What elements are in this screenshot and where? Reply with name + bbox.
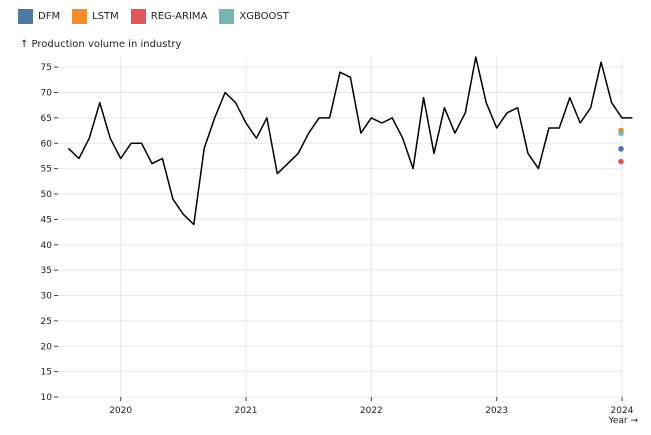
series-line (67, 56, 633, 226)
y-tick-label: 15 (41, 368, 52, 378)
x-tick-label: 2023 (485, 406, 508, 416)
forecast-dot-dfm (618, 146, 624, 152)
y-tick-label: 60 (41, 139, 53, 149)
legend-item-reg-arima[interactable]: REG-ARIMA (130, 8, 208, 24)
y-axis: 10 15 20 25 30 35 40 45 50 55 60 65 70 75 (41, 63, 58, 403)
legend-item-xgboost[interactable]: XGBOOST (219, 8, 289, 24)
y-tick-label: 10 (41, 393, 53, 403)
x-tick-label: 2022 (360, 406, 383, 416)
y-tick-label: 50 (41, 190, 53, 200)
y-tick-label: 40 (41, 241, 53, 251)
grid-lines (58, 57, 623, 398)
y-tick-label: 25 (41, 317, 52, 327)
legend-label-dfm: DFM (38, 10, 61, 22)
legend: DFM LSTM REG-ARIMA XGBOOST (18, 7, 301, 25)
legend-swatch-reg-arima (130, 8, 146, 24)
y-axis-title: ↑ Production volume in industry (20, 39, 182, 50)
y-tick-label: 65 (41, 114, 52, 124)
y-tick-label: 55 (41, 165, 52, 175)
x-tick-label: 2021 (235, 406, 258, 416)
legend-swatch-lstm (72, 8, 88, 24)
legend-label-xgboost: XGBOOST (239, 10, 289, 22)
legend-item-dfm[interactable]: DFM (18, 8, 61, 24)
forecast-dots (618, 127, 624, 165)
legend-label-reg-arima: REG-ARIMA (150, 10, 208, 22)
y-tick-label: 20 (41, 342, 53, 352)
legend-label-lstm: LSTM (92, 10, 119, 22)
forecast-dot-xgboost (618, 130, 624, 136)
y-tick-label: 75 (41, 63, 52, 73)
series-lines (67, 56, 633, 226)
x-tick-label: 2020 (109, 406, 132, 416)
x-axis-title: Year → (608, 416, 638, 426)
x-axis: 2020 2021 2022 2023 2024 (109, 397, 634, 416)
y-tick-label: 30 (41, 292, 53, 302)
y-tick-label: 70 (41, 89, 53, 99)
legend-swatch-xgboost (219, 8, 235, 24)
y-tick-label: 35 (41, 266, 52, 276)
forecast-dot-reg-arima (618, 158, 624, 165)
y-tick-label: 45 (41, 215, 52, 225)
legend-swatch-dfm (18, 8, 33, 24)
x-tick-label: 2024 (611, 406, 634, 416)
legend-item-lstm[interactable]: LSTM (72, 8, 119, 24)
